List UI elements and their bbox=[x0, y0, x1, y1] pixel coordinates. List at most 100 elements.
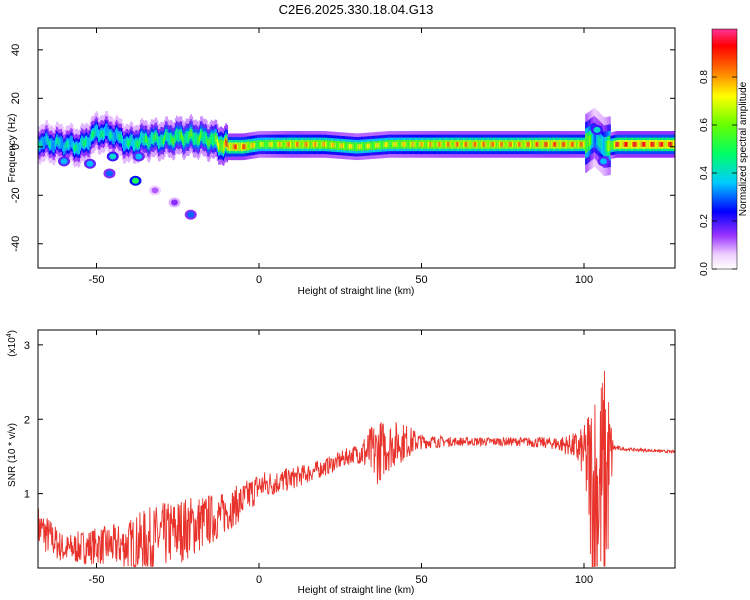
ridge-cell bbox=[555, 141, 557, 147]
ridge-cell bbox=[182, 135, 184, 143]
ridge-cell bbox=[86, 138, 88, 145]
ridge-cell bbox=[570, 141, 573, 147]
ridge-cell bbox=[191, 131, 194, 139]
ridge-cell bbox=[176, 131, 178, 138]
ridge-cell bbox=[75, 144, 77, 152]
ridge-cell bbox=[357, 144, 359, 150]
spectrogram-x-tick-label: 0 bbox=[256, 274, 262, 286]
ridge-cell bbox=[432, 141, 435, 147]
ridge-cell bbox=[155, 132, 158, 140]
ridge-cell bbox=[616, 141, 618, 147]
snr-y-multiplier-base: (x10 bbox=[7, 337, 18, 357]
ridge-cell bbox=[491, 141, 494, 147]
ridge-cell bbox=[257, 142, 260, 147]
ridge-cell bbox=[520, 141, 522, 147]
ridge-cell bbox=[536, 141, 538, 147]
ridge-cell bbox=[435, 141, 437, 147]
ridge-cell bbox=[330, 142, 333, 148]
ridge-cell bbox=[167, 134, 170, 142]
ridge-cell bbox=[100, 130, 102, 138]
ridge-cell bbox=[84, 139, 87, 146]
snr-y-multiplier: (x104) bbox=[6, 330, 18, 357]
ridge-cell bbox=[41, 139, 44, 146]
ridge-cell bbox=[510, 141, 513, 147]
ridge-cell bbox=[666, 141, 669, 147]
ridge-cell bbox=[453, 141, 455, 147]
ridge-cell bbox=[358, 144, 360, 150]
ridge-cell bbox=[537, 141, 539, 147]
ridge-cell bbox=[525, 141, 527, 147]
ridge-cell bbox=[48, 141, 51, 148]
spectrogram-y-tick-label: 0 bbox=[10, 144, 22, 150]
snr-x-tick-label: -50 bbox=[89, 574, 105, 586]
ridge-cell bbox=[664, 141, 666, 147]
ridge-cell bbox=[74, 145, 76, 153]
ridge-cell bbox=[549, 141, 551, 147]
ridge-cell bbox=[672, 141, 675, 147]
spectrogram-y-tick-label: -20 bbox=[10, 187, 22, 203]
ridge-cell bbox=[321, 141, 323, 147]
ridge-cell bbox=[618, 141, 621, 147]
ridge-cell bbox=[644, 141, 646, 147]
ridge-cell bbox=[339, 143, 341, 148]
ridge-cell bbox=[106, 126, 108, 134]
ridge-cell bbox=[254, 142, 256, 148]
ridge-cell bbox=[207, 139, 209, 146]
ridge-cell bbox=[663, 141, 665, 147]
ridge-cell bbox=[117, 131, 119, 139]
ridge-cell bbox=[599, 137, 602, 149]
ridge-cell bbox=[496, 141, 498, 147]
ridge-cell bbox=[362, 143, 364, 149]
ridge-cell bbox=[651, 141, 653, 147]
ridge-cell bbox=[369, 143, 371, 149]
ridge-cell bbox=[143, 136, 146, 144]
ridge-cell bbox=[286, 141, 288, 147]
ridge-cell bbox=[250, 143, 252, 149]
ridge-cell bbox=[426, 141, 429, 147]
ridge-cell bbox=[382, 142, 384, 148]
ridge-cell bbox=[184, 136, 186, 143]
ridge-cell bbox=[312, 141, 315, 147]
ridge-cell bbox=[462, 141, 465, 147]
ridge-cell bbox=[338, 142, 340, 148]
ridge-cell bbox=[532, 141, 534, 147]
ridge-cell bbox=[539, 141, 542, 147]
ridge-cell bbox=[54, 140, 57, 147]
ridge-cell bbox=[281, 141, 284, 147]
ridge-cell bbox=[442, 141, 444, 147]
ridge-cell bbox=[272, 141, 274, 147]
ridge-cell bbox=[485, 141, 488, 147]
ridge-cell bbox=[340, 143, 342, 149]
ridge-cell bbox=[80, 141, 82, 148]
ridge-cell bbox=[326, 142, 328, 147]
ridge-cell bbox=[137, 141, 140, 149]
ridge-cell bbox=[425, 141, 428, 147]
ridge-cell bbox=[293, 141, 296, 147]
ridge-cell bbox=[334, 142, 336, 148]
ridge-cell bbox=[308, 141, 310, 147]
ridge-cell bbox=[348, 143, 351, 149]
ridge-cell bbox=[444, 141, 447, 147]
ridge-cell bbox=[600, 138, 603, 150]
ridge-cell bbox=[261, 141, 263, 147]
ridge-cell bbox=[615, 142, 617, 148]
ridge-cell bbox=[470, 141, 472, 147]
ridge-cell bbox=[474, 141, 477, 147]
ridge-cell bbox=[622, 141, 624, 147]
ridge-cell bbox=[135, 140, 137, 148]
ridge-cell bbox=[246, 143, 249, 149]
ridge-cell bbox=[202, 133, 204, 141]
ridge-cell bbox=[236, 144, 238, 150]
ridge-cell bbox=[596, 133, 598, 145]
ridge-cell bbox=[128, 140, 130, 148]
ridge-cell bbox=[305, 141, 308, 147]
ridge-cell bbox=[256, 142, 258, 148]
ridge-cell bbox=[542, 141, 544, 147]
ridge-cell bbox=[317, 141, 320, 147]
ridge-cell bbox=[389, 141, 392, 147]
ridge-cell bbox=[177, 132, 179, 139]
ridge-cell bbox=[396, 141, 399, 147]
ridge-cell bbox=[393, 141, 395, 147]
ridge-cell bbox=[156, 135, 159, 143]
ridge-cell bbox=[412, 141, 414, 147]
